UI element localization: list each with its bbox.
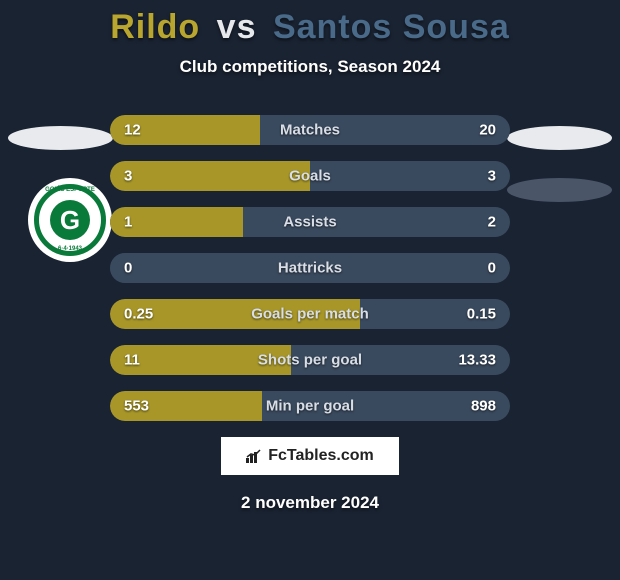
source-logo-text: FcTables.com [268, 447, 374, 465]
stat-row: 12 Matches 20 [110, 115, 510, 145]
stat-label: Shots per goal [258, 352, 362, 369]
club-badge-letter: G [50, 200, 90, 240]
stat-row: 3 Goals 3 [110, 161, 510, 191]
stat-row: 1 Assists 2 [110, 207, 510, 237]
stat-value-left: 0.25 [124, 306, 153, 323]
player2-badge-placeholder-2 [507, 178, 612, 202]
player2-badge-placeholder-1 [507, 126, 612, 150]
chart-icon [246, 449, 264, 463]
comparison-card: Rildo vs Santos Sousa Club competitions,… [0, 0, 620, 580]
subtitle: Club competitions, Season 2024 [0, 57, 620, 77]
stat-value-left: 12 [124, 122, 141, 139]
stat-value-right: 0 [488, 260, 496, 277]
stat-value-right: 13.33 [458, 352, 496, 369]
stat-value-left: 553 [124, 398, 149, 415]
player2-name: Santos Sousa [273, 8, 510, 46]
club-badge-text-bottom: 6·4·1943 [28, 246, 112, 252]
page-title: Rildo vs Santos Sousa [0, 0, 620, 47]
stat-label: Assists [283, 214, 336, 231]
stat-bars: 12 Matches 20 3 Goals 3 1 Assists 2 0 Ha… [0, 115, 620, 421]
club-badge-text-top: GOIÁS ESPORTE [28, 187, 112, 193]
stat-value-right: 898 [471, 398, 496, 415]
stat-value-right: 3 [488, 168, 496, 185]
stat-fill-right [310, 161, 510, 191]
footer-date: 2 november 2024 [0, 493, 620, 513]
stat-label: Min per goal [266, 398, 354, 415]
stat-row: 0 Hattricks 0 [110, 253, 510, 283]
club-badge: GOIÁS ESPORTE 6·4·1943 G [28, 178, 112, 262]
stat-label: Goals per match [251, 306, 369, 323]
stat-row: 11 Shots per goal 13.33 [110, 345, 510, 375]
stat-value-right: 20 [479, 122, 496, 139]
stat-row: 553 Min per goal 898 [110, 391, 510, 421]
vs-label: vs [217, 8, 257, 46]
stat-label: Goals [289, 168, 331, 185]
stat-label: Matches [280, 122, 340, 139]
stat-row: 0.25 Goals per match 0.15 [110, 299, 510, 329]
source-logo: FcTables.com [221, 437, 399, 475]
stat-value-right: 2 [488, 214, 496, 231]
stat-label: Hattricks [278, 260, 342, 277]
stat-value-right: 0.15 [467, 306, 496, 323]
stat-value-left: 11 [124, 352, 140, 369]
stat-value-left: 3 [124, 168, 132, 185]
stat-value-left: 1 [124, 214, 132, 231]
player1-badge-placeholder [8, 126, 113, 150]
player1-name: Rildo [110, 8, 200, 46]
stat-value-left: 0 [124, 260, 132, 277]
stat-fill-left [110, 161, 310, 191]
